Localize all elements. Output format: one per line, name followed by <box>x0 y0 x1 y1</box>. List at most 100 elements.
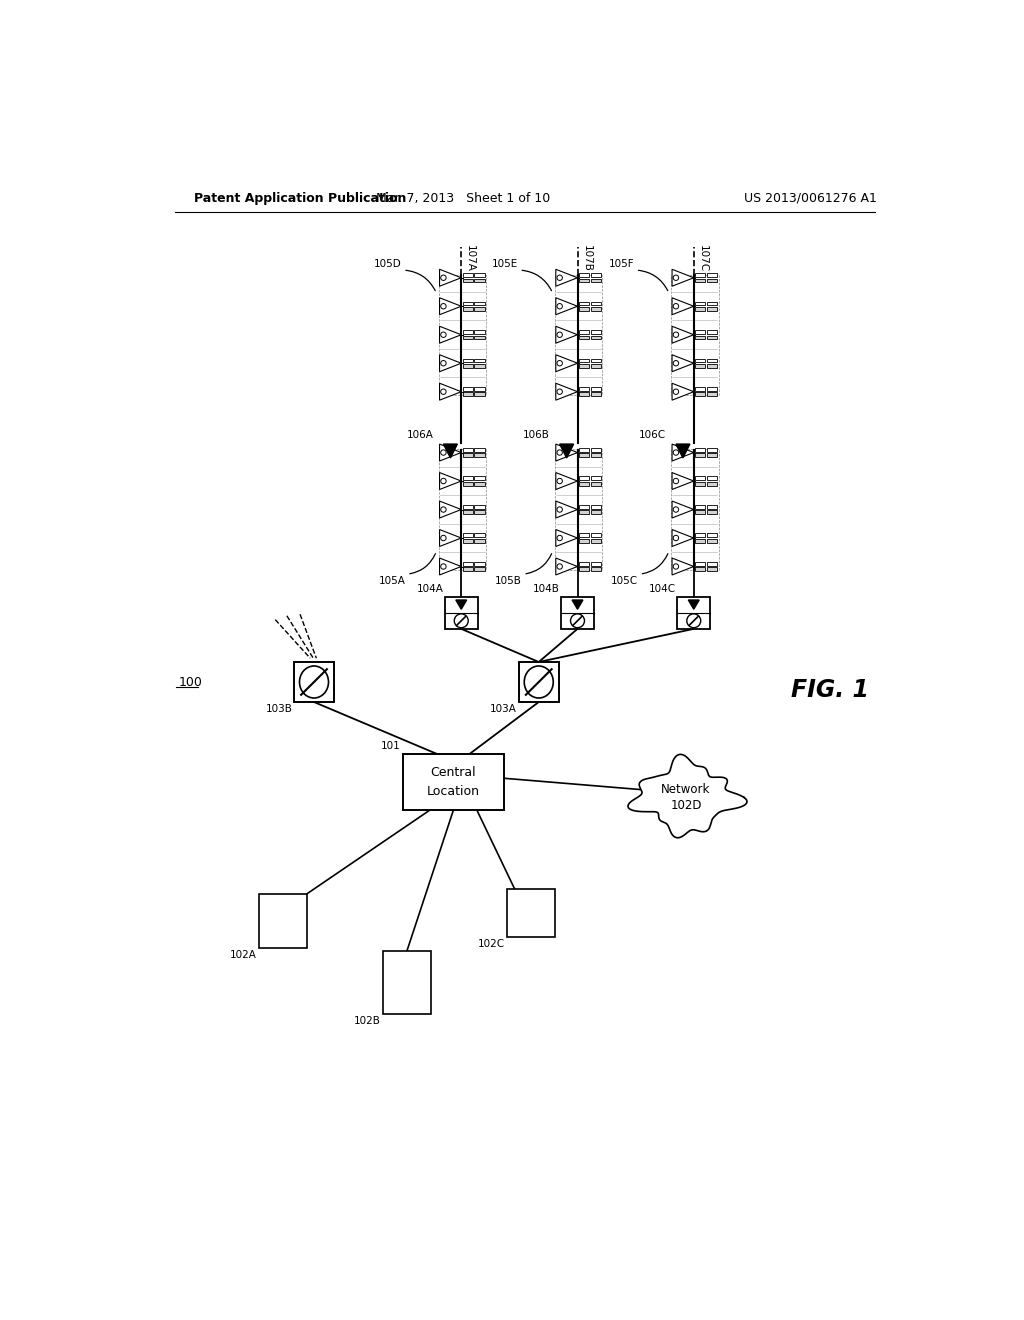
Circle shape <box>455 614 468 628</box>
Polygon shape <box>628 754 746 838</box>
Bar <box>579 335 589 339</box>
Text: 106B: 106B <box>522 430 550 441</box>
Bar <box>707 387 717 391</box>
Bar <box>474 539 484 543</box>
Bar <box>463 533 473 537</box>
Text: 102D: 102D <box>671 799 701 812</box>
Bar <box>695 387 706 391</box>
Polygon shape <box>672 298 693 314</box>
Circle shape <box>557 389 562 395</box>
Bar <box>707 504 717 508</box>
Text: 105B: 105B <box>495 576 521 586</box>
Polygon shape <box>676 444 690 458</box>
Bar <box>591 387 601 391</box>
Bar <box>707 308 717 312</box>
Bar <box>695 335 706 339</box>
Polygon shape <box>556 298 578 314</box>
Bar <box>591 273 601 277</box>
Text: Patent Application Publication: Patent Application Publication <box>194 191 407 205</box>
Circle shape <box>557 360 562 366</box>
Circle shape <box>440 360 446 366</box>
Bar <box>474 359 484 363</box>
Bar <box>579 482 589 486</box>
Circle shape <box>687 614 700 628</box>
Bar <box>294 663 334 702</box>
Bar <box>591 568 601 572</box>
Bar <box>695 511 706 515</box>
Circle shape <box>673 333 679 338</box>
Bar <box>591 482 601 486</box>
Text: 105E: 105E <box>492 259 518 268</box>
Bar <box>579 273 589 277</box>
Bar <box>463 387 473 391</box>
Circle shape <box>557 275 562 280</box>
Text: 107A: 107A <box>465 244 475 272</box>
Bar <box>463 447 473 451</box>
Bar <box>474 504 484 508</box>
Bar <box>474 387 484 391</box>
Circle shape <box>673 507 679 512</box>
Text: 104C: 104C <box>649 585 676 594</box>
Bar <box>463 308 473 312</box>
Bar <box>555 450 602 570</box>
Polygon shape <box>672 473 693 490</box>
Bar <box>463 302 473 305</box>
Bar <box>591 447 601 451</box>
Bar <box>463 335 473 339</box>
Text: 103A: 103A <box>490 704 517 714</box>
Circle shape <box>557 478 562 483</box>
Bar <box>707 447 717 451</box>
Circle shape <box>570 614 585 628</box>
Circle shape <box>673 360 679 366</box>
Text: 106A: 106A <box>407 430 433 441</box>
Bar <box>579 364 589 368</box>
Polygon shape <box>556 326 578 343</box>
Text: US 2013/0061276 A1: US 2013/0061276 A1 <box>744 191 877 205</box>
Bar <box>579 453 589 457</box>
Circle shape <box>557 564 562 569</box>
Bar <box>579 447 589 451</box>
Bar <box>259 894 307 948</box>
Text: Network: Network <box>662 783 711 796</box>
Text: 105F: 105F <box>608 259 634 268</box>
Bar <box>707 453 717 457</box>
Bar <box>474 308 484 312</box>
Bar <box>695 539 706 543</box>
Text: 105D: 105D <box>374 259 401 268</box>
Bar <box>695 504 706 508</box>
Bar <box>579 279 589 282</box>
Polygon shape <box>439 502 461 517</box>
Bar <box>579 511 589 515</box>
Polygon shape <box>556 558 578 576</box>
Bar <box>474 273 484 277</box>
Text: 102A: 102A <box>229 950 257 960</box>
Bar <box>579 308 589 312</box>
Bar <box>591 335 601 339</box>
Polygon shape <box>556 529 578 546</box>
Bar <box>579 533 589 537</box>
Text: Location: Location <box>427 785 480 797</box>
Bar <box>474 447 484 451</box>
Bar <box>474 392 484 396</box>
Polygon shape <box>560 444 573 458</box>
Bar <box>707 511 717 515</box>
Bar <box>463 392 473 396</box>
Bar <box>579 302 589 305</box>
Bar <box>695 482 706 486</box>
Bar <box>579 387 589 391</box>
Bar <box>579 568 589 572</box>
Polygon shape <box>439 558 461 576</box>
Bar <box>579 562 589 566</box>
Bar <box>463 477 473 480</box>
Text: 101: 101 <box>381 741 400 751</box>
Polygon shape <box>672 502 693 517</box>
Bar <box>591 308 601 312</box>
Circle shape <box>673 304 679 309</box>
Bar <box>474 302 484 305</box>
Text: 100: 100 <box>178 676 203 689</box>
Bar <box>474 330 484 334</box>
Polygon shape <box>672 383 693 400</box>
Bar <box>591 359 601 363</box>
Bar <box>579 539 589 543</box>
Polygon shape <box>672 326 693 343</box>
